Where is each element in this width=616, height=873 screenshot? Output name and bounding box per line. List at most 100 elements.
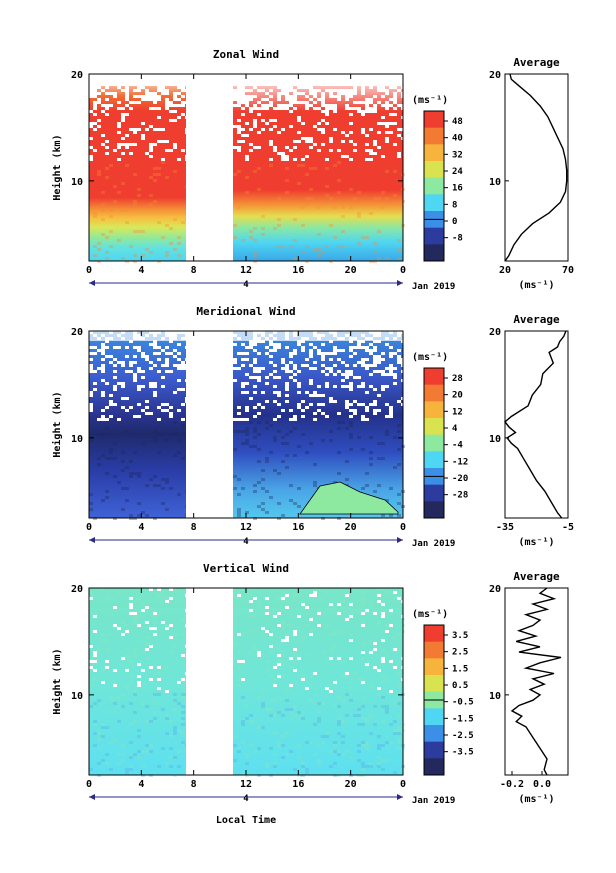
heatmap-cell [93,370,97,373]
heatmap-cell [389,609,393,612]
heatmap-cell [149,750,153,753]
colorbar-tick-label: -12 [452,457,468,467]
heatmap-cell [285,95,289,98]
heatmap-cell [381,639,385,642]
heatmap-cell [253,385,257,388]
heatmap-cell [97,242,101,245]
colorbar-tick-label: 32 [452,150,463,160]
heatmap-cell [337,95,341,98]
heatmap-cell [129,675,133,678]
heatmap-cell [357,212,361,215]
heatmap-cell [289,98,293,101]
heatmap-cell [89,705,93,708]
heatmap-cell [353,376,357,379]
heatmap-cell [341,385,345,388]
heatmap-cell [257,367,261,370]
heatmap-cell [369,152,373,155]
heatmap-cell [153,173,157,176]
heatmap-cell [233,343,237,346]
heatmap-cell [241,364,245,367]
heatmap-cell [269,496,273,499]
heatmap-cell [253,104,257,107]
heatmap-cell [301,415,305,418]
heatmap-cell [125,768,129,771]
heatmap-cell [377,394,381,397]
heatmap-cell [181,741,185,744]
heatmap-cell [341,735,345,738]
heatmap-cell [113,92,117,95]
heatmap-cell [309,167,313,170]
heatmap-cell [389,113,393,116]
heatmap-cell [153,621,157,624]
heatmap-cell [269,424,273,427]
day-span-arrow-right [397,537,403,543]
heatmap-cell [145,744,149,747]
heatmap-cell [285,158,289,161]
heatmap-cell [365,358,369,361]
heatmap-cell [105,660,109,663]
heatmap-cell [137,684,141,687]
heatmap-cell [253,125,257,128]
heatmap-cell [101,191,105,194]
heatmap-cell [393,101,397,104]
heatmap-cell [357,744,361,747]
heatmap-cell [309,594,313,597]
heatmap-cell [385,137,389,140]
heatmap-cell [313,484,317,487]
heatmap-cell [329,397,333,400]
profile-x-tick-label: -35 [496,522,514,533]
heatmap-cell [345,134,349,137]
heatmap-cell [385,92,389,95]
heatmap-cell [93,95,97,98]
heatmap-cell [369,149,373,152]
heatmap-cell [393,466,397,469]
heatmap-cell [269,104,273,107]
heatmap-cell [89,391,93,394]
heatmap-cell [373,340,377,343]
heatmap-cell [317,206,321,209]
heatmap-cell [305,606,309,609]
heatmap-cell [277,675,281,678]
heatmap-cell [253,391,257,394]
heatmap-cell [293,158,297,161]
heatmap-cell [237,98,241,101]
heatmap-cell [381,612,385,615]
heatmap-cell [97,418,101,421]
heatmap-cell [101,349,105,352]
heatmap-cell [285,624,289,627]
heatmap-cell [389,409,393,412]
heatmap-cell [257,421,261,424]
heatmap-cell [129,475,133,478]
heatmap-cell [105,666,109,669]
heatmap-cell [349,424,353,427]
heatmap-cell [265,762,269,765]
heatmap-cell [117,125,121,128]
heatmap-cell [261,215,265,218]
heatmap-cell [125,630,129,633]
heatmap-cell [365,364,369,367]
heatmap-cell [313,143,317,146]
heatmap-cell [297,164,301,167]
colorbar-segment [424,725,444,743]
heatmap-cell [153,95,157,98]
heatmap-cell [281,367,285,370]
heatmap-cell [293,92,297,95]
heatmap-cell [361,358,365,361]
heatmap-cell [237,146,241,149]
heatmap-cell [233,95,237,98]
heatmap-cell [377,409,381,412]
heatmap-cell [277,107,281,110]
heatmap-cell [389,352,393,355]
heatmap-cell [349,681,353,684]
heatmap-cell [117,158,121,161]
heatmap-cell [137,349,141,352]
heatmap-cell [349,95,353,98]
heatmap-cell [317,759,321,762]
heatmap-cell [357,215,361,218]
heatmap-cell [277,343,281,346]
heatmap-cell [137,756,141,759]
heatmap-cell [317,254,321,257]
heatmap-cell [133,654,137,657]
heatmap-cell [241,442,245,445]
heatmap-cell [169,756,173,759]
